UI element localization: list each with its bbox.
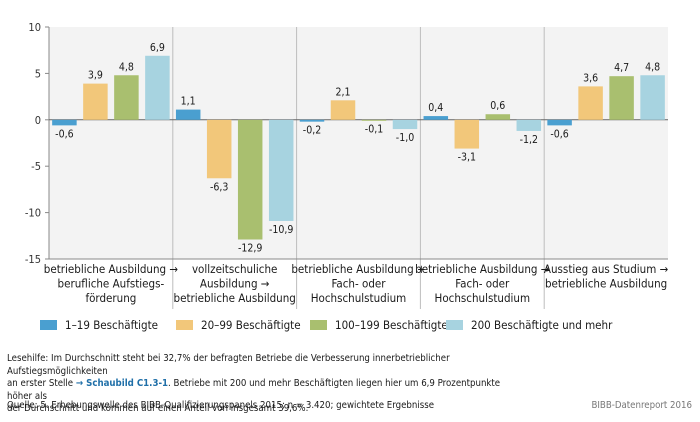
legend: 1–19 Beschäftigte 20–99 Beschäftigte 100… bbox=[40, 318, 680, 336]
note-line-3: der Durchschnitt und kommen auf einen An… bbox=[7, 403, 309, 415]
category-label: vollzeitschuliche bbox=[192, 262, 278, 276]
bar bbox=[237, 119, 263, 240]
value-label: 6,9 bbox=[150, 42, 165, 54]
bar bbox=[114, 75, 139, 120]
legend-label: 20–99 Beschäftigte bbox=[201, 318, 301, 332]
bar bbox=[392, 119, 418, 130]
note-line-2-post: . Betriebe mit 200 und mehr Beschäftigte… bbox=[7, 378, 501, 402]
legend-swatch bbox=[446, 320, 463, 330]
bar bbox=[485, 114, 511, 120]
value-label: -3,1 bbox=[458, 152, 476, 164]
y-axis: 10 5 0 -5 -10 -15 bbox=[25, 21, 49, 266]
value-label: -0,6 bbox=[55, 128, 73, 140]
source-text: Quelle: 5. Erhebungswelle des BIBB-Quali… bbox=[7, 400, 435, 411]
value-label: 3,6 bbox=[583, 72, 598, 84]
bar bbox=[52, 119, 77, 126]
value-label: -12,9 bbox=[238, 243, 262, 255]
y-tick-label: 10 bbox=[28, 21, 41, 34]
value-label: 4,8 bbox=[645, 61, 660, 73]
plot-background bbox=[49, 27, 668, 259]
category-label: betriebliche Ausbildung → bbox=[44, 262, 179, 276]
legend-label: 1–19 Beschäftigte bbox=[65, 318, 158, 332]
bar bbox=[547, 119, 572, 126]
value-label: -0,2 bbox=[303, 125, 321, 137]
y-tick-label: -15 bbox=[25, 253, 41, 266]
bar bbox=[83, 83, 108, 120]
bar bbox=[330, 100, 356, 120]
note-line-1: Lesehilfe: Im Durchschnitt steht bei 32,… bbox=[7, 353, 450, 377]
legend-swatch bbox=[310, 320, 327, 330]
category-label: betriebliche Ausbildung bbox=[174, 291, 296, 305]
legend-item-200-plus: 200 Beschäftigte und mehr bbox=[446, 318, 612, 332]
value-label: -10,9 bbox=[269, 224, 293, 236]
legend-label: 100–199 Beschäftigte bbox=[335, 318, 448, 332]
category-label: betriebliche Ausbildung bbox=[545, 277, 667, 291]
category-label: betriebliche Ausbildung + bbox=[291, 262, 425, 276]
bar-series bbox=[49, 55, 668, 240]
category-label: Hochschulstudium bbox=[435, 291, 531, 305]
reading-note: Lesehilfe: Im Durchschnitt steht bei 32,… bbox=[7, 353, 527, 416]
category-label: Fach- oder bbox=[455, 277, 510, 291]
value-label: 2,1 bbox=[335, 86, 350, 98]
bar bbox=[423, 116, 449, 120]
value-label: 3,9 bbox=[88, 70, 103, 82]
bar bbox=[640, 75, 665, 120]
bar bbox=[175, 109, 201, 120]
category-label: Hochschulstudium bbox=[311, 291, 407, 305]
brand-label: BIBB-Datenreport 2016 bbox=[591, 400, 692, 411]
bar bbox=[299, 119, 325, 122]
value-label: 0,6 bbox=[490, 100, 505, 112]
legend-swatch bbox=[40, 320, 57, 330]
y-tick-label: 0 bbox=[35, 114, 41, 127]
bar bbox=[578, 86, 603, 120]
bar bbox=[145, 55, 170, 120]
value-label: 4,8 bbox=[119, 61, 134, 73]
bar bbox=[361, 119, 387, 121]
category-label: berufliche Aufstiegs- bbox=[58, 277, 165, 291]
legend-item-100-199: 100–199 Beschäftigte bbox=[310, 318, 448, 332]
value-label: -1,0 bbox=[396, 132, 414, 144]
y-tick-label: -10 bbox=[25, 207, 41, 220]
note-line-2-pre: an erster Stelle bbox=[7, 378, 76, 390]
category-labels: betriebliche Ausbildung →berufliche Aufs… bbox=[44, 262, 669, 305]
category-label: Fach- oder bbox=[331, 277, 386, 291]
bar bbox=[206, 119, 232, 179]
bar-chart: 10 5 0 -5 -10 -15 -0,6 1,1 -0,2 0,4 -0,6 3,9 -6,3 2,… bbox=[25, 21, 669, 309]
category-label: Ausbildung → bbox=[200, 277, 270, 291]
bar bbox=[516, 119, 542, 131]
legend-item-20-99: 20–99 Beschäftigte bbox=[176, 318, 301, 332]
note-line-2: an erster Stelle → Schaubild C1.3-1. Bet… bbox=[7, 378, 527, 403]
value-label: 0,4 bbox=[428, 102, 443, 114]
value-label: -6,3 bbox=[210, 181, 228, 193]
y-tick-label: -5 bbox=[31, 160, 41, 173]
legend-label: 200 Beschäftigte und mehr bbox=[471, 318, 613, 332]
value-label: 4,7 bbox=[614, 62, 629, 74]
category-label: förderung bbox=[85, 291, 136, 305]
legend-swatch bbox=[176, 320, 193, 330]
category-label: Ausstieg aus Studium → bbox=[544, 262, 669, 276]
figure-reference-link[interactable]: → Schaubild C1.3-1 bbox=[75, 378, 169, 390]
value-label: -1,2 bbox=[520, 134, 538, 146]
y-tick-label: 5 bbox=[35, 67, 41, 80]
legend-item-1-19: 1–19 Beschäftigte bbox=[40, 318, 158, 332]
value-label: 1,1 bbox=[181, 96, 196, 108]
category-label: betriebliche Ausbildung → bbox=[415, 262, 550, 276]
bar bbox=[268, 119, 294, 221]
bar bbox=[609, 76, 634, 120]
value-label: -0,1 bbox=[365, 124, 383, 136]
bar bbox=[454, 119, 480, 149]
value-labels: -0,6 1,1 -0,2 0,4 -0,6 3,9 -6,3 2,1 -3,1 3,6 4,8 -1… bbox=[55, 42, 660, 255]
value-label: -0,6 bbox=[550, 128, 568, 140]
